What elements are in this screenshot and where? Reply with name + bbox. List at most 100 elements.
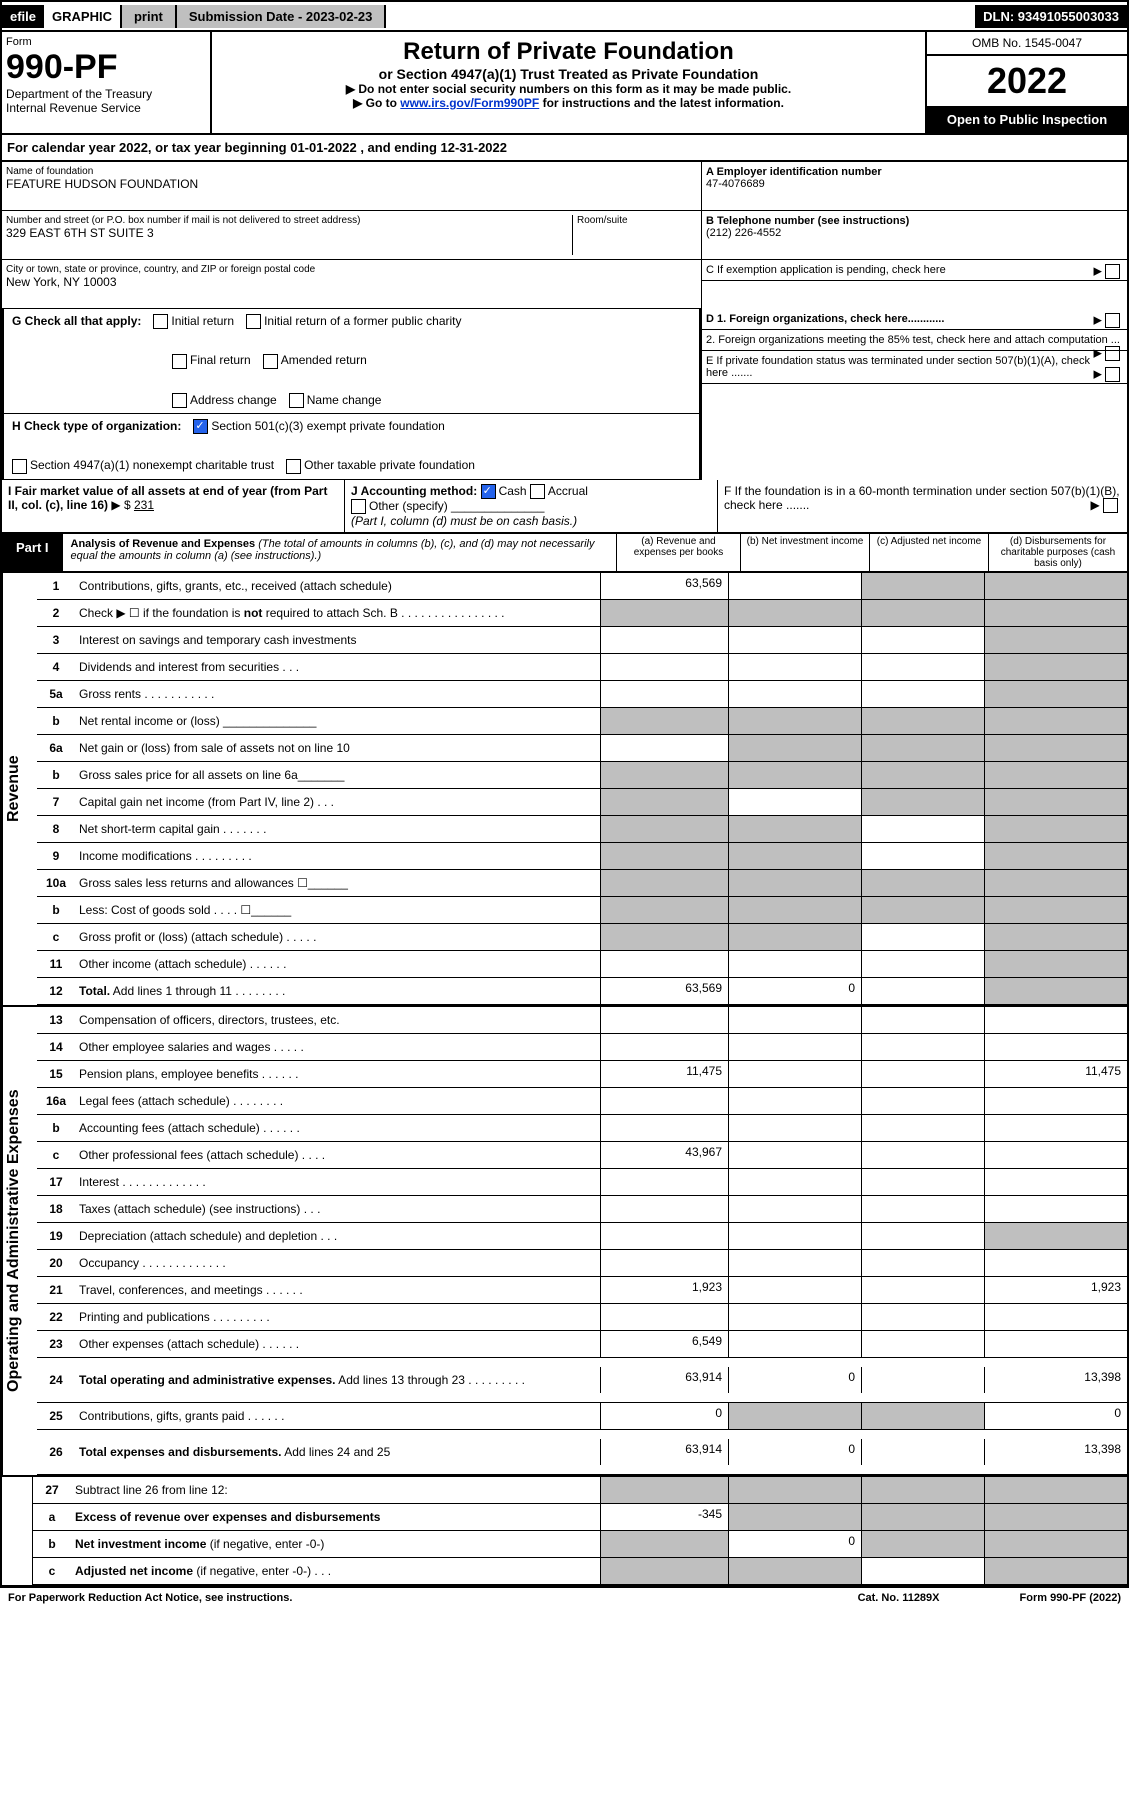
j-cell: J Accounting method: Cash Accrual Other … [345,480,718,533]
part1-desc: Analysis of Revenue and Expenses (The to… [63,534,616,571]
row-num: 1 [37,577,75,595]
row-desc: Dividends and interest from securities .… [75,657,600,677]
cell-c [861,1115,984,1141]
cb-final[interactable] [172,354,187,369]
cb-f[interactable] [1103,498,1118,513]
cell-b [728,816,861,842]
cb-4947[interactable] [12,459,27,474]
open-public: Open to Public Inspection [927,106,1127,133]
cell-a [600,762,728,788]
cell-d [984,1088,1127,1114]
cell-b [728,600,861,626]
cell-d: 13,398 [984,1439,1127,1465]
cell-b [728,924,861,950]
cb-d2[interactable] [1105,346,1120,361]
print-button[interactable]: print [120,5,177,28]
cell-a [600,654,728,680]
cb-other-tax[interactable] [286,459,301,474]
row-desc: Adjusted net income (if negative, enter … [71,1561,600,1581]
revenue-label: Revenue [2,573,37,1005]
table-row: 24 Total operating and administrative ex… [37,1358,1127,1403]
paperwork-notice: For Paperwork Reduction Act Notice, see … [8,1592,292,1604]
row-num: b [37,1119,75,1137]
form-link[interactable]: www.irs.gov/Form990PF [400,96,539,110]
ein-cell: A Employer identification number 47-4076… [702,162,1127,211]
cell-a [600,1196,728,1222]
cell-a [600,1034,728,1060]
row-num: 13 [37,1011,75,1029]
row-num: c [33,1562,71,1580]
cell-b: 0 [728,1531,861,1557]
cb-amended[interactable] [263,354,278,369]
column-headers: (a) Revenue and expenses per books (b) N… [616,534,1127,571]
cell-a [600,789,728,815]
revenue-table: Revenue 1 Contributions, gifts, grants, … [0,573,1129,1007]
cell-a: -345 [600,1504,728,1530]
cb-d1[interactable] [1105,313,1120,328]
cell-a: 63,914 [600,1439,728,1465]
cell-c [861,1531,984,1557]
cell-b [728,1558,861,1584]
cell-c [861,1034,984,1060]
header-center: Return of Private Foundation or Section … [212,32,925,133]
cell-a: 1,923 [600,1277,728,1303]
cell-d [984,789,1127,815]
cell-c [861,1439,984,1465]
cell-c [861,789,984,815]
cell-b [728,1007,861,1033]
row-desc: Occupancy . . . . . . . . . . . . . [75,1253,600,1273]
table-row: 26 Total expenses and disbursements. Add… [37,1430,1127,1475]
cell-c [861,1477,984,1503]
row-num: 3 [37,631,75,649]
cell-a [600,870,728,896]
row-desc: Legal fees (attach schedule) . . . . . .… [75,1091,600,1111]
form-title: Return of Private Foundation [218,38,919,66]
cb-initial[interactable] [153,314,168,329]
cb-initial-former[interactable] [246,314,261,329]
cell-c [861,978,984,1004]
table-row: 16a Legal fees (attach schedule) . . . .… [37,1088,1127,1115]
cb-e[interactable] [1105,367,1120,382]
row-desc: Gross profit or (loss) (attach schedule)… [75,927,600,947]
row-num: c [37,1146,75,1164]
table-row: 2 Check ▶ ☐ if the foundation is not req… [37,600,1127,627]
row-num: 17 [37,1173,75,1191]
submission-date: Submission Date - 2023-02-23 [177,5,387,28]
cell-d [984,708,1127,734]
calendar-year: For calendar year 2022, or tax year begi… [0,135,1129,162]
row-num: 2 [37,604,75,622]
row-num: 9 [37,847,75,865]
cb-accrual[interactable] [530,484,545,499]
row-num: 7 [37,793,75,811]
table-row: 10a Gross sales less returns and allowan… [37,870,1127,897]
irs: Internal Revenue Service [6,101,206,115]
col-a-header: (a) Revenue and expenses per books [616,534,740,571]
cell-d [984,1304,1127,1330]
graphic-label: GRAPHIC [44,5,120,28]
col-b-header: (b) Net investment income [740,534,869,571]
info-grid: Name of foundation FEATURE HUDSON FOUNDA… [0,162,1129,309]
checkbox-c[interactable] [1105,264,1120,279]
cb-501c3[interactable] [193,419,208,434]
cb-addr[interactable] [172,393,187,408]
d1-cell: D 1. Foreign organizations, check here..… [702,309,1127,330]
row-num: b [33,1535,71,1553]
form-label: Form [6,36,206,48]
row-desc: Other income (attach schedule) . . . . .… [75,954,600,974]
efile-label: efile [2,5,44,28]
cell-d [984,1477,1127,1503]
cb-other-acct[interactable] [351,499,366,514]
cell-b [728,708,861,734]
cell-c [861,816,984,842]
table-row: 1 Contributions, gifts, grants, etc., re… [37,573,1127,600]
cell-d [984,951,1127,977]
form-header: Form 990-PF Department of the Treasury I… [0,32,1129,135]
row-desc: Gross sales price for all assets on line… [75,765,600,785]
cb-name[interactable] [289,393,304,408]
cell-d [984,1223,1127,1249]
cell-d [984,1250,1127,1276]
cb-cash[interactable] [481,484,496,499]
row-desc: Gross rents . . . . . . . . . . . [75,684,600,704]
row-desc: Interest on savings and temporary cash i… [75,630,600,650]
cell-a [600,1088,728,1114]
